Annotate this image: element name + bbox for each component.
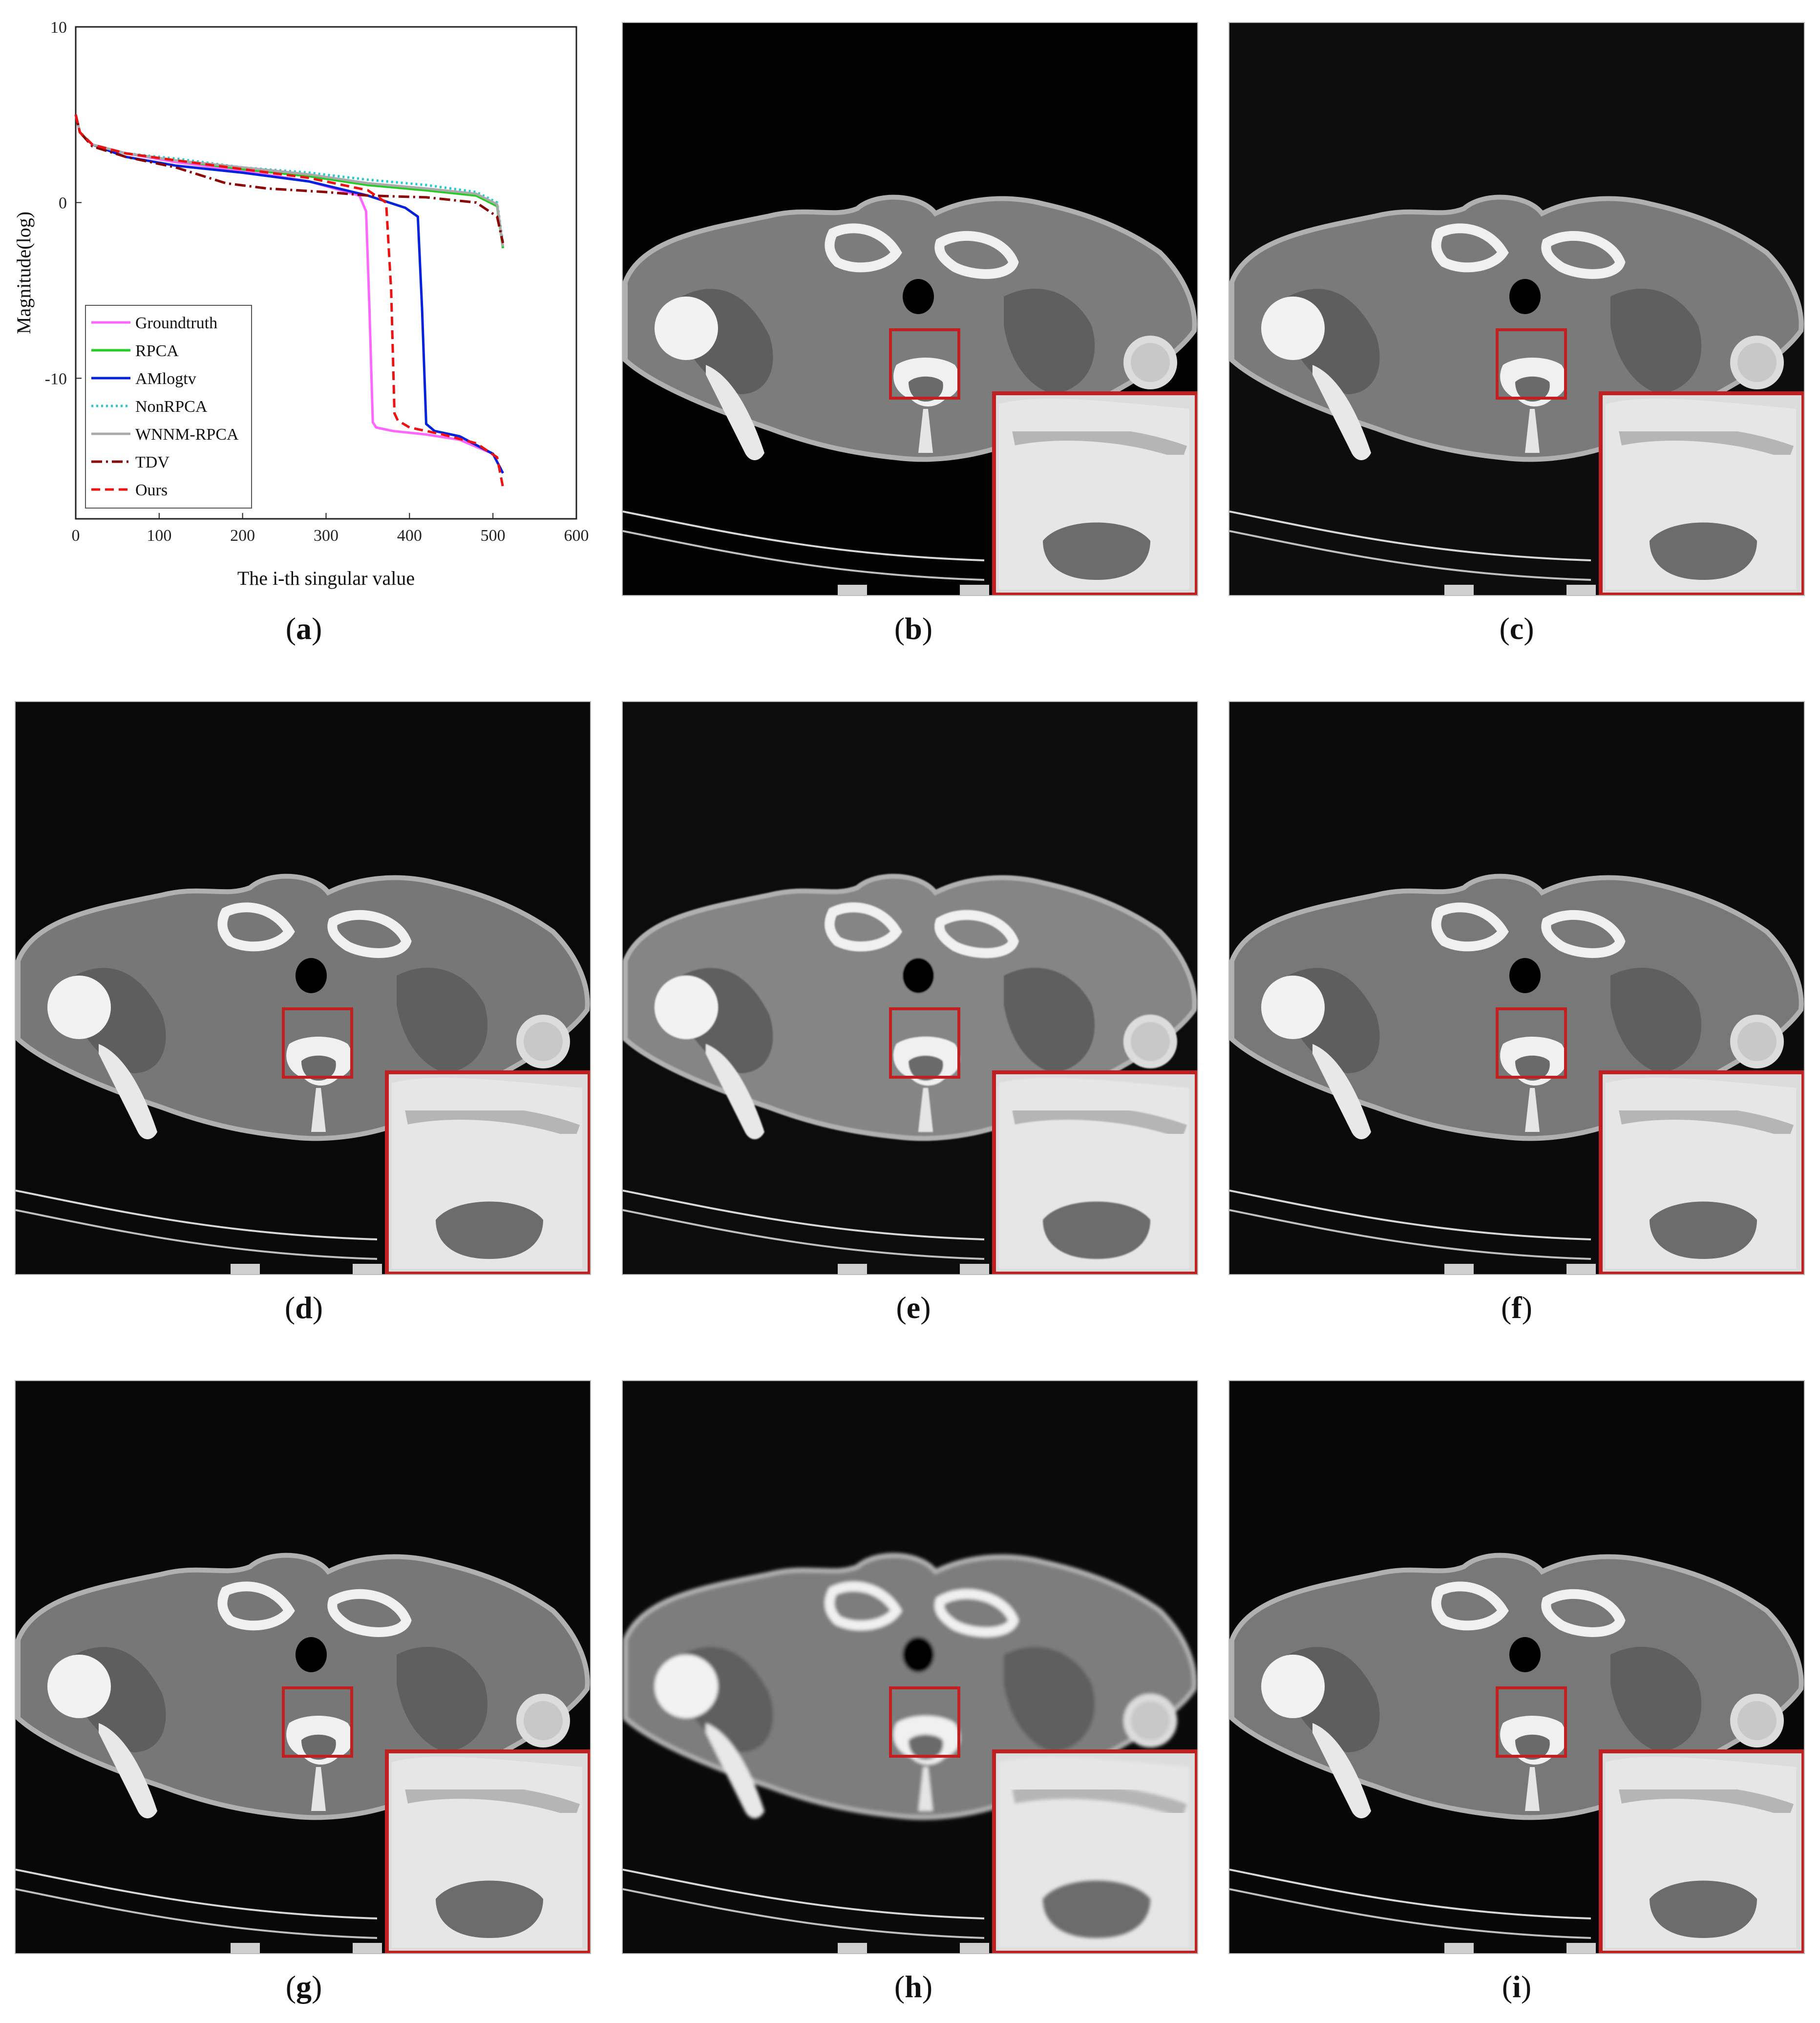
x-tick-label: 600 bbox=[564, 527, 589, 545]
ct-slice-drawing bbox=[1229, 873, 1804, 1274]
caption-i: (i) bbox=[1502, 1969, 1532, 2004]
ct-slice-drawing bbox=[623, 873, 1197, 1274]
series-line-ours bbox=[74, 114, 505, 488]
legend-label: NonRPCA bbox=[135, 398, 208, 416]
ct-image-d bbox=[15, 701, 591, 1275]
ct-slice-drawing bbox=[16, 873, 590, 1274]
ct-image-i bbox=[1228, 1380, 1805, 1954]
ct-slice-drawing bbox=[623, 1553, 1197, 1953]
x-tick-label: 100 bbox=[147, 527, 171, 545]
ct-image-g bbox=[15, 1380, 591, 1954]
zoom-inset bbox=[992, 1749, 1197, 1953]
caption-h: (h) bbox=[894, 1969, 933, 2004]
legend-label: WNNM-RPCA bbox=[135, 426, 239, 444]
caption-g: (g) bbox=[285, 1969, 322, 2004]
ct-slice-drawing bbox=[16, 1553, 590, 1953]
zoom-inset bbox=[385, 1749, 590, 1953]
x-tick-label: 400 bbox=[397, 527, 422, 545]
ct-image-c bbox=[1228, 22, 1805, 596]
series-line-wnnm-rpca bbox=[74, 114, 505, 247]
caption-c: (c) bbox=[1499, 611, 1534, 646]
x-tick-label: 500 bbox=[481, 527, 506, 545]
x-tick-label: 200 bbox=[230, 527, 255, 545]
caption-b: (b) bbox=[894, 611, 933, 646]
y-axis-title: Magnitude(log) bbox=[13, 212, 35, 334]
zoom-inset bbox=[992, 391, 1197, 595]
series-line-rpca bbox=[74, 114, 505, 249]
x-axis-title: The i-th singular value bbox=[237, 567, 415, 589]
caption-f: (f) bbox=[1501, 1290, 1532, 1325]
zoom-inset bbox=[385, 1070, 590, 1274]
legend-label: Groundtruth bbox=[135, 314, 217, 332]
x-tick-label: 0 bbox=[72, 527, 80, 545]
legend-label: AMlogtv bbox=[135, 370, 196, 388]
legend-label: TDV bbox=[135, 453, 169, 471]
legend-box bbox=[85, 305, 252, 509]
ct-slice-drawing bbox=[623, 194, 1197, 595]
zoom-inset bbox=[992, 1070, 1197, 1274]
caption-a: (a) bbox=[285, 611, 322, 646]
legend-label: RPCA bbox=[135, 342, 179, 360]
y-tick-label: 10 bbox=[50, 19, 67, 37]
x-tick-label: 300 bbox=[314, 527, 339, 545]
ct-slice-drawing bbox=[1229, 194, 1804, 595]
series-line-tdv bbox=[74, 114, 505, 243]
ct-image-b bbox=[622, 22, 1198, 596]
zoom-inset bbox=[1599, 391, 1804, 595]
zoom-inset bbox=[1599, 1749, 1804, 1953]
ct-image-h bbox=[622, 1380, 1198, 1954]
y-tick-label: 0 bbox=[59, 194, 67, 213]
caption-d: (d) bbox=[284, 1290, 323, 1325]
ct-slice-drawing bbox=[1229, 1553, 1804, 1953]
singular-value-chart: 0 100 200 300 400 500 600 10 0 -10 The i-th singul… bbox=[0, 0, 601, 606]
caption-e: (e) bbox=[896, 1290, 931, 1325]
ct-image-f bbox=[1228, 701, 1805, 1275]
y-tick-label: -10 bbox=[45, 370, 67, 388]
ct-image-e bbox=[622, 701, 1198, 1275]
zoom-inset bbox=[1599, 1070, 1804, 1274]
legend-label: Ours bbox=[135, 481, 168, 499]
